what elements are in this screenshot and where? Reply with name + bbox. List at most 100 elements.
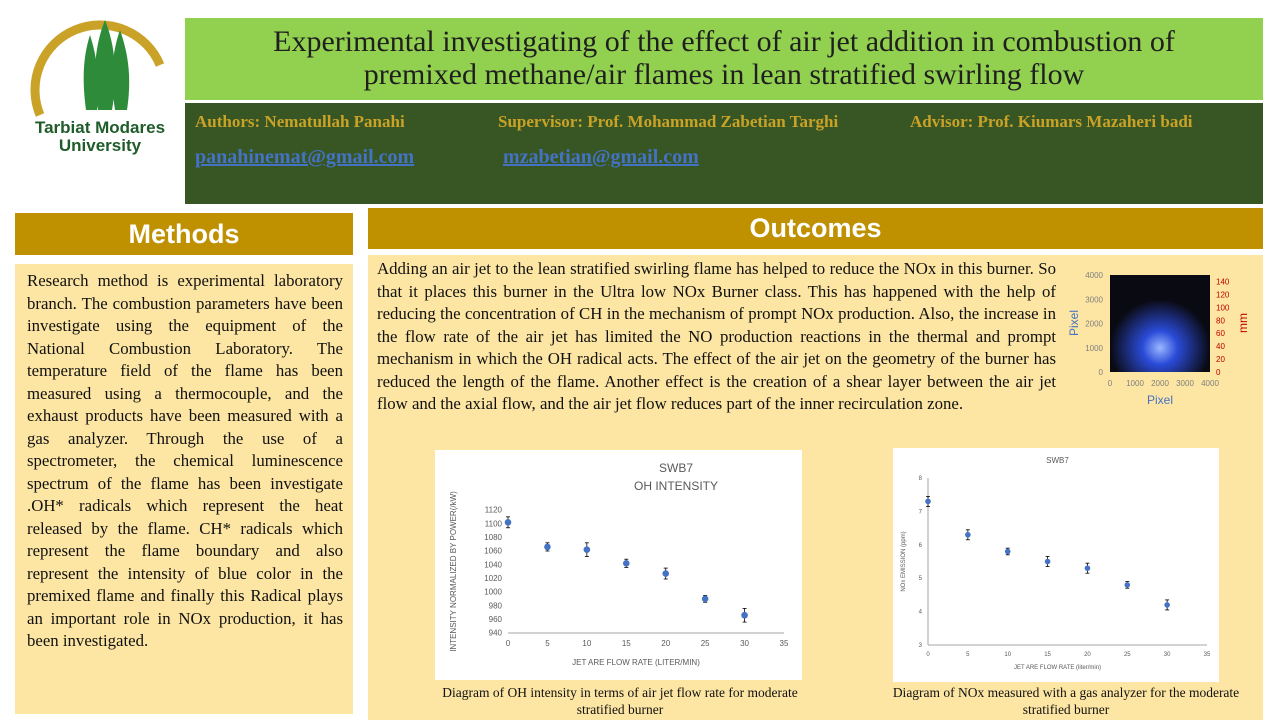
- y2-tick-label: 120: [1216, 290, 1230, 299]
- y-tick-label: 1040: [484, 560, 502, 569]
- x-tick-label: 20: [661, 639, 670, 648]
- y2-tick-label: 60: [1216, 329, 1225, 338]
- y-tick-label: 0: [1099, 368, 1104, 377]
- chart-subtitle: OH INTENSITY: [634, 479, 718, 493]
- x-tick-label: 3000: [1176, 379, 1194, 388]
- y-tick-label: 1080: [484, 533, 502, 542]
- point: [1044, 558, 1051, 565]
- x-tick-label: 20: [1084, 652, 1091, 658]
- x-axis-label: JET ARE FLOW RATE (liter/min): [1014, 665, 1101, 671]
- logo-text: Tarbiat Modares: [35, 118, 165, 137]
- methods-heading: Methods: [15, 213, 353, 255]
- logo-tree: [83, 35, 99, 110]
- point: [1084, 565, 1091, 571]
- x-tick-label: 0: [926, 652, 930, 658]
- y-tick-label: 1020: [484, 574, 502, 583]
- flame-image: 0 1000 2000 3000 4000 0 1000 2000 3000 4000 0 20 40 6…: [1067, 271, 1250, 407]
- x-axis-label: JET ARE FLOW RATE (LITER/MIN): [572, 658, 700, 667]
- email[interactable]: mzabetian@gmail.com: [503, 146, 699, 168]
- logo-text: University: [59, 136, 142, 155]
- chart-title: SWB7: [659, 461, 693, 475]
- logo-tree: [112, 30, 130, 110]
- caption: Diagram of OH intensity in terms of air …: [442, 685, 798, 717]
- x-tick-label: 10: [1004, 652, 1011, 658]
- y2-tick-label: 20: [1216, 355, 1225, 364]
- x-tick-label: 1000: [1126, 379, 1144, 388]
- advisor: Advisor: Prof. Kiumars Mazaheri badi: [910, 112, 1193, 131]
- y-tick-label: 940: [489, 629, 503, 638]
- x-tick-label: 35: [780, 639, 789, 648]
- x-tick-label: 4000: [1201, 379, 1219, 388]
- y-tick-label: 5: [919, 576, 923, 582]
- point: [1164, 602, 1170, 608]
- chart: 0 5 10 15 20 25 30 35 940 960 980 1000 1020 1040 1060 1…: [435, 450, 802, 680]
- author-band: Authors: Nematullah Panahi Supervisor: P…: [185, 103, 1263, 204]
- y-tick-label: 4: [919, 610, 923, 616]
- x-tick-label: 5: [966, 652, 970, 658]
- point: [622, 560, 630, 567]
- y-tick-label: 1000: [484, 588, 502, 597]
- y-tick-label: 1100: [485, 519, 503, 528]
- poster-title: Experimental investigating of the effect…: [185, 18, 1263, 100]
- supervisor: Supervisor: Prof. Mohammad Zabetian Targ…: [498, 112, 839, 131]
- y2-axis-label: mm: [1236, 313, 1250, 333]
- logo-tree: [94, 20, 116, 110]
- logo: Tarbiat Modares University: [30, 20, 165, 155]
- y-axis-label: INTENSITY NORMALIZED BY POWER(/kW): [449, 491, 458, 652]
- y-tick-label: 960: [489, 615, 503, 624]
- x-tick-label: 0: [506, 639, 511, 648]
- point: [701, 595, 709, 603]
- x-tick-label: 30: [740, 639, 749, 648]
- authors: Authors: Nematullah Panahi: [195, 112, 405, 131]
- point: [662, 570, 670, 577]
- y2-tick-label: 140: [1216, 277, 1230, 286]
- y-tick-label: 8: [919, 476, 923, 482]
- point: [965, 531, 971, 538]
- x-axis-label: Pixel: [1147, 393, 1173, 407]
- x-tick-label: 15: [622, 639, 631, 648]
- x-tick-label: 5: [545, 639, 550, 648]
- outcomes-text: Adding an air jet to the lean stratified…: [377, 259, 1056, 413]
- x-tick-label: 15: [1044, 652, 1051, 658]
- x-tick-label: 10: [582, 639, 591, 648]
- chart-title: SWB7: [1046, 456, 1069, 465]
- y-tick-label: 4000: [1085, 271, 1103, 280]
- x-tick-label: 2000: [1151, 379, 1169, 388]
- point: [925, 498, 931, 505]
- y-axis-label: NOx EMISSION (ppm): [901, 531, 907, 591]
- point: [741, 611, 748, 619]
- point: [1004, 548, 1011, 555]
- y2-tick-label: 0: [1216, 368, 1221, 377]
- y-tick-label: 1060: [484, 547, 502, 556]
- y-tick-label: 2000: [1085, 320, 1103, 329]
- y2-tick-label: 100: [1216, 303, 1230, 312]
- point: [1124, 582, 1131, 588]
- caption: Diagram of NOx measured with a gas analy…: [892, 685, 1240, 717]
- point: [544, 543, 551, 551]
- x-tick-label: 0: [1108, 379, 1113, 388]
- y-tick-label: 7: [919, 509, 923, 515]
- point: [504, 519, 512, 526]
- y-tick-label: 3000: [1085, 295, 1103, 304]
- outcomes-heading: Outcomes: [368, 208, 1263, 249]
- y-axis-label: Pixel: [1067, 310, 1081, 336]
- y-tick-label: 1120: [485, 506, 503, 515]
- email[interactable]: panahinemat@gmail.com: [195, 146, 415, 168]
- logo-arc: [30, 20, 165, 117]
- x-tick-label: 35: [1204, 652, 1211, 658]
- y-tick-label: 6: [919, 543, 923, 549]
- x-tick-label: 30: [1164, 652, 1171, 658]
- methods-text: Research method is experimental laborato…: [27, 271, 343, 650]
- point: [583, 546, 591, 553]
- y2-tick-label: 80: [1216, 316, 1225, 325]
- methods-panel: Research method is experimental laborato…: [15, 264, 353, 714]
- x-tick-label: 25: [1124, 652, 1131, 658]
- y2-tick-label: 40: [1216, 342, 1225, 351]
- flame-photo: [1110, 275, 1210, 372]
- x-tick-label: 25: [701, 639, 710, 648]
- y-tick-label: 1000: [1085, 344, 1103, 353]
- chart: 0 5 10 15 20 25 30 35 3 4 5 6 7 8 SWB7 JET ARE FLOW RAT…: [893, 448, 1219, 682]
- y-tick-label: 3: [919, 643, 923, 649]
- y-tick-label: 980: [489, 601, 503, 610]
